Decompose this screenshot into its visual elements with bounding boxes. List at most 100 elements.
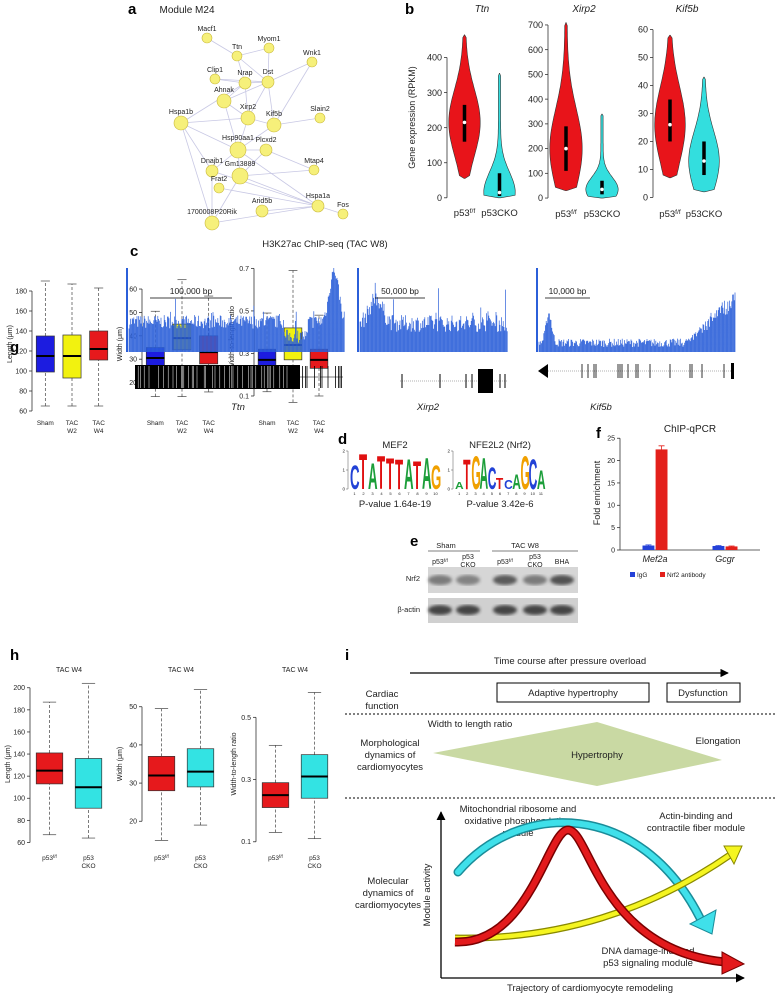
blot-lane-sup: f/f xyxy=(444,558,449,564)
blot-group: Sham xyxy=(436,541,456,550)
motif-position: 9 xyxy=(523,491,526,496)
y-tick-label: 100 xyxy=(13,796,25,803)
chipseq-signal xyxy=(538,292,736,352)
y-tick-label: 0.7 xyxy=(239,266,249,273)
y-tick-label: 300 xyxy=(528,119,543,129)
node-label: Hspa1a xyxy=(306,193,330,200)
x-tick-label: TAC xyxy=(287,420,300,427)
y-tick-label: 30 xyxy=(129,357,137,364)
x-tick-label: p53CKO xyxy=(584,209,620,220)
blot-band xyxy=(456,605,480,615)
x-tick-label-sup: f/f xyxy=(470,208,476,215)
x-tick-label-sup: f/f xyxy=(571,209,577,216)
violin xyxy=(688,76,720,193)
gene-model xyxy=(731,363,734,379)
motif-letter: A xyxy=(480,448,489,499)
panel-letter: f xyxy=(596,425,602,442)
x-tick-label: TAC xyxy=(66,420,79,427)
x-tick-label: p53f/f xyxy=(42,854,57,863)
y-tick-label: 60 xyxy=(638,25,648,35)
y-tick-label: 50 xyxy=(129,310,137,317)
x-tick-label: CKO xyxy=(81,863,95,870)
motif-letter: A xyxy=(512,469,521,494)
cardiac-label: Cardiac xyxy=(366,689,399,700)
y-tick-label: 120 xyxy=(15,348,27,355)
node-label: Hspa1b xyxy=(169,109,193,116)
network-edge xyxy=(236,55,269,83)
motif-pvalue: P-value 1.64e-19 xyxy=(359,499,431,510)
y-tick-label: 0 xyxy=(437,193,442,203)
y-tick-label: 5 xyxy=(611,525,615,532)
y-tick-label: 600 xyxy=(528,45,543,55)
y-axis-label: Length (μm) xyxy=(5,745,12,783)
y-tick-label: 100 xyxy=(15,368,27,375)
network-edge xyxy=(180,122,239,151)
y-tick-label: 15 xyxy=(607,480,615,487)
actin-label: contractile fiber module xyxy=(647,823,745,834)
x-tick-label-base: p53 xyxy=(42,855,53,862)
x-tick-label: W4 xyxy=(314,428,324,435)
time-axis-label: Time course after pressure overload xyxy=(494,656,646,667)
network-node xyxy=(213,182,225,194)
panel-letter: c xyxy=(130,243,138,260)
x-tick-label: p53f/f xyxy=(268,854,283,863)
network-node xyxy=(205,164,219,178)
y-axis-label: Gene expression (RPKM) xyxy=(407,66,417,169)
motif-position: 6 xyxy=(499,491,502,496)
motif-letter: A xyxy=(404,451,414,498)
blot-band xyxy=(428,605,452,615)
motif-position: 9 xyxy=(425,491,428,496)
box xyxy=(35,335,55,373)
motif-letter: T xyxy=(496,474,504,492)
p53-label: DNA damage-induced xyxy=(602,946,695,957)
node-label: 1700008P20Rik xyxy=(187,209,237,216)
error-bar xyxy=(715,545,722,547)
network-edge xyxy=(180,122,213,224)
panel-letter: h xyxy=(10,647,19,664)
blot-band xyxy=(523,575,547,585)
x-tick-label: p53 xyxy=(83,855,94,862)
violin-median xyxy=(462,120,467,125)
x-tick-label: p53f/f xyxy=(154,854,169,863)
elongation-label: Elongation xyxy=(696,736,741,747)
y-tick-label: 40 xyxy=(129,742,137,749)
node-label: Ahnak xyxy=(214,87,234,94)
network-edge xyxy=(223,100,239,151)
x-tick-label: TAC xyxy=(176,420,189,427)
y-tick-label: 20 xyxy=(129,819,137,826)
y-tick-label: 50 xyxy=(129,704,137,711)
x-tick-label-base: p53 xyxy=(659,209,675,220)
network-node xyxy=(201,32,213,44)
network-edge xyxy=(267,61,313,83)
hypertrophy-label: Hypertrophy xyxy=(571,750,623,761)
y-tick-label: 10 xyxy=(638,165,648,175)
bar xyxy=(725,546,738,550)
node-label: Plcxd2 xyxy=(255,137,276,144)
panel-letter: a xyxy=(128,1,137,18)
y-tick-label: 40 xyxy=(638,81,648,91)
node-label: Myom1 xyxy=(258,36,281,43)
network-node xyxy=(216,93,232,109)
x-tick-label: TAC xyxy=(92,420,105,427)
network-node xyxy=(209,73,221,85)
molecular-label: Molecular xyxy=(367,876,408,887)
molecular-label: dynamics of xyxy=(363,888,414,899)
scale-bar-label: 100,000 bp xyxy=(170,286,213,296)
motif-position: 11 xyxy=(539,491,544,496)
panel-letter: d xyxy=(338,431,347,448)
motif-tick-label: 2 xyxy=(447,449,450,454)
chart-title: Xirp2 xyxy=(571,4,596,15)
chart-title: TAC W4 xyxy=(168,667,194,674)
y-tick-label: 50 xyxy=(638,53,648,63)
chart-title: Kif5b xyxy=(676,4,699,15)
p53-arrowhead xyxy=(721,951,746,975)
motif-letter: T xyxy=(377,447,385,500)
motif-letter: G xyxy=(520,448,529,500)
motif-letter: G xyxy=(471,448,480,500)
y-tick-label: 160 xyxy=(13,729,25,736)
y-tick-label: 60 xyxy=(19,408,27,415)
network-edge xyxy=(180,82,246,124)
motif-letter: C xyxy=(504,478,513,493)
